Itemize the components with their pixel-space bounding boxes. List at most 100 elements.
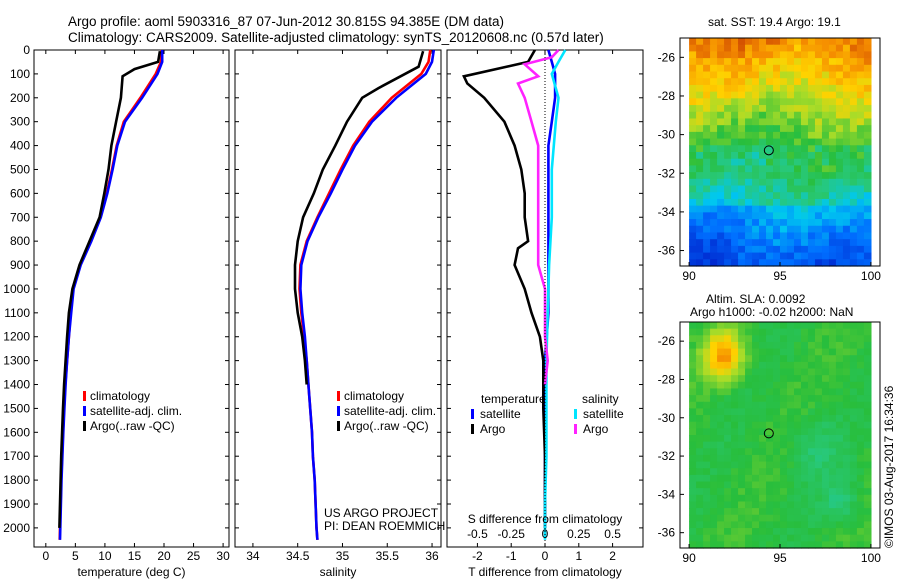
map-cell (835, 381, 844, 390)
map-cell (689, 91, 697, 99)
map-cell (821, 259, 830, 267)
map-cell (849, 494, 858, 503)
map-cell (773, 375, 781, 383)
map-cell (863, 388, 872, 396)
map-cell (786, 165, 795, 173)
map-cell (703, 64, 711, 73)
map-cell (731, 355, 739, 363)
map-cell (703, 468, 711, 476)
map-cell (842, 534, 851, 542)
map-cell (703, 401, 711, 410)
map-cell (745, 84, 753, 93)
map-cell (689, 528, 697, 536)
map-cell (828, 501, 837, 509)
map-cell (703, 78, 711, 86)
map-cell (863, 71, 872, 79)
map-cell (745, 111, 753, 120)
map-cell (724, 335, 732, 343)
map-cell (689, 232, 697, 240)
map-cell (773, 395, 781, 403)
map-cell (849, 91, 858, 99)
map-cell (793, 105, 802, 113)
map-cell (766, 388, 774, 396)
map-cell (703, 322, 711, 330)
map-cell (738, 259, 746, 267)
map-cell (863, 152, 872, 160)
map-cell (703, 105, 711, 113)
map-cell (821, 51, 830, 59)
map-cell (759, 165, 767, 173)
map-cell (842, 192, 851, 200)
map-cell (807, 138, 816, 146)
map-cell (766, 78, 774, 86)
map-cell (703, 131, 711, 140)
map-cell (731, 348, 739, 356)
map-cell (793, 481, 802, 489)
x-tick-label: 36 (425, 549, 439, 563)
map-cell (745, 328, 753, 336)
map-cell (786, 91, 795, 99)
map-cell (863, 51, 872, 59)
map-cell (738, 152, 746, 160)
map-cell (773, 172, 781, 180)
map-cell (717, 401, 725, 410)
map-cell (759, 355, 767, 363)
map-cell (766, 322, 774, 330)
map-cell (745, 435, 753, 443)
map-cell (814, 205, 823, 213)
map-cell (724, 91, 732, 99)
map-cell (759, 225, 767, 234)
map-cell (752, 501, 760, 509)
map-cell (842, 245, 851, 254)
map-cell (731, 361, 739, 370)
map-cell (849, 541, 858, 549)
map-cell (786, 118, 795, 126)
map-cell (752, 158, 760, 167)
map-cell (786, 178, 795, 187)
map-cell (856, 225, 865, 234)
map-cell (717, 335, 725, 343)
map-cell (745, 205, 753, 213)
map-cell (863, 474, 872, 483)
map-cell (793, 178, 802, 187)
legend-swatch (574, 409, 577, 419)
map-cell (800, 335, 809, 343)
map-cell (745, 98, 753, 106)
map-cell (689, 145, 697, 153)
map-cell (752, 401, 760, 410)
x-tick-label: 15 (128, 549, 142, 563)
map-cell (773, 368, 781, 376)
map-cell (828, 78, 837, 86)
map-cell (793, 165, 802, 173)
map-cell (786, 494, 795, 503)
map-cell (786, 388, 795, 396)
map-cell (856, 84, 865, 93)
map-cell (689, 441, 697, 449)
map-cell (731, 172, 739, 180)
map-cell (793, 528, 802, 536)
map-cell (780, 225, 788, 234)
map-cell (780, 232, 788, 240)
map-cell (821, 71, 830, 79)
map-cell (863, 514, 872, 523)
map-cell (835, 205, 844, 213)
map-cell (842, 232, 851, 240)
map-cell (689, 205, 697, 213)
map-cell (738, 428, 746, 436)
map-cell (842, 348, 851, 356)
map-cell (849, 355, 858, 363)
map-cell (814, 111, 823, 120)
map-cell (759, 528, 767, 536)
map-cell (717, 328, 725, 336)
map-cell (849, 521, 858, 529)
map-cell (738, 252, 746, 260)
map-cell (807, 341, 816, 350)
map-cell (856, 501, 865, 509)
x-tick-label: 0 (42, 549, 49, 563)
map-cell (710, 328, 718, 336)
map-cell (863, 541, 872, 549)
map-cell (745, 408, 753, 416)
map-cell (717, 441, 725, 449)
map-cell (856, 528, 865, 536)
map-cell (835, 428, 844, 436)
